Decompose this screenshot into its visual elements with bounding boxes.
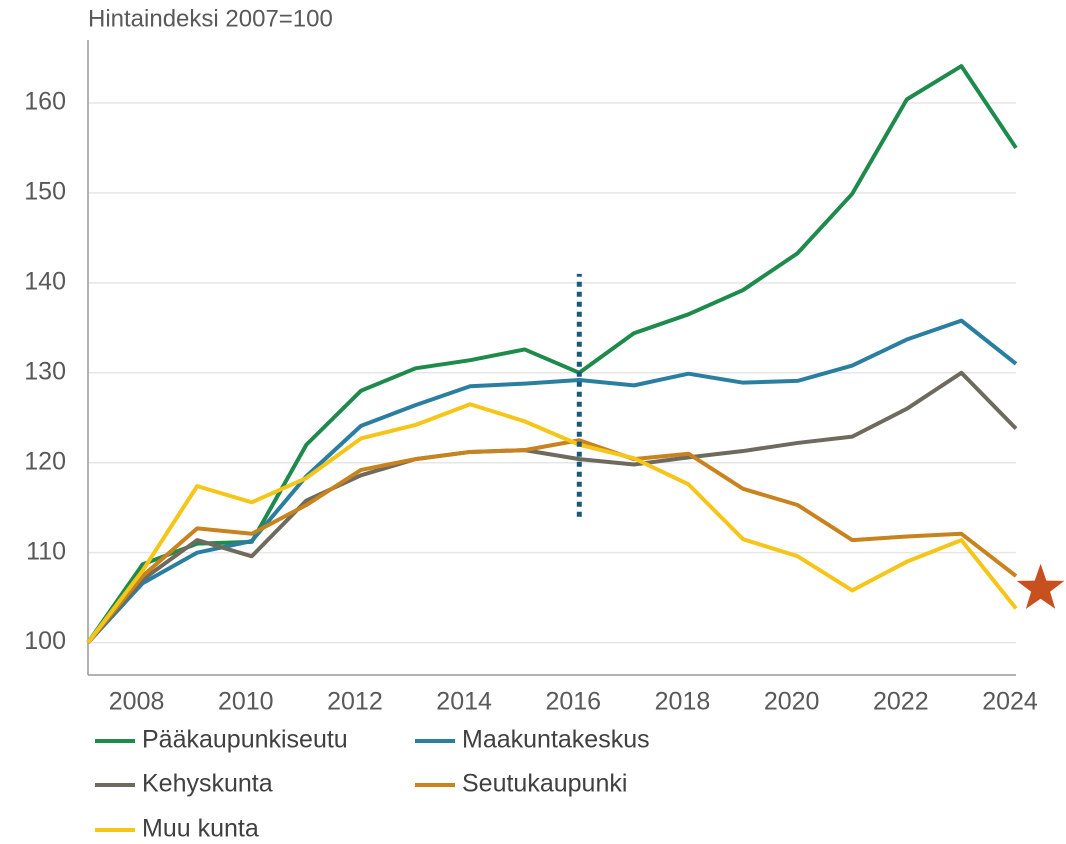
- y-tick-label: 120: [24, 447, 66, 475]
- series-line: [86, 402, 1018, 644]
- legend-label: Pääkaupunkiseutu: [142, 726, 348, 754]
- x-tick-label: 2014: [436, 688, 492, 716]
- x-tick-label: 2016: [545, 688, 601, 716]
- x-tick-label: 2022: [873, 688, 929, 716]
- legend-label: Seutukaupunki: [462, 770, 627, 798]
- x-tick-label: 2020: [764, 688, 820, 716]
- y-tick-label: 100: [24, 627, 66, 655]
- x-tick-label: 2024: [982, 688, 1038, 716]
- series-line: [86, 318, 1018, 644]
- y-tick-label: 140: [24, 267, 66, 295]
- legend-label: Muu kunta: [142, 815, 259, 843]
- legend-label: Kehyskunta: [142, 770, 273, 798]
- series-line: [86, 438, 1018, 644]
- y-tick-label: 130: [24, 357, 66, 385]
- y-tick-label: 160: [24, 88, 66, 116]
- x-tick-label: 2018: [655, 688, 711, 716]
- x-tick-label: 2012: [327, 688, 383, 716]
- y-tick-label: 150: [24, 178, 66, 206]
- legend-label: Maakuntakeskus: [462, 726, 650, 754]
- series-line: [86, 370, 1018, 644]
- chart-title: Hintaindeksi 2007=100: [88, 5, 333, 32]
- x-tick-label: 2010: [218, 688, 274, 716]
- star-marker: [1016, 563, 1065, 609]
- x-tick-label: 2008: [109, 688, 165, 716]
- y-tick-label: 110: [26, 537, 66, 565]
